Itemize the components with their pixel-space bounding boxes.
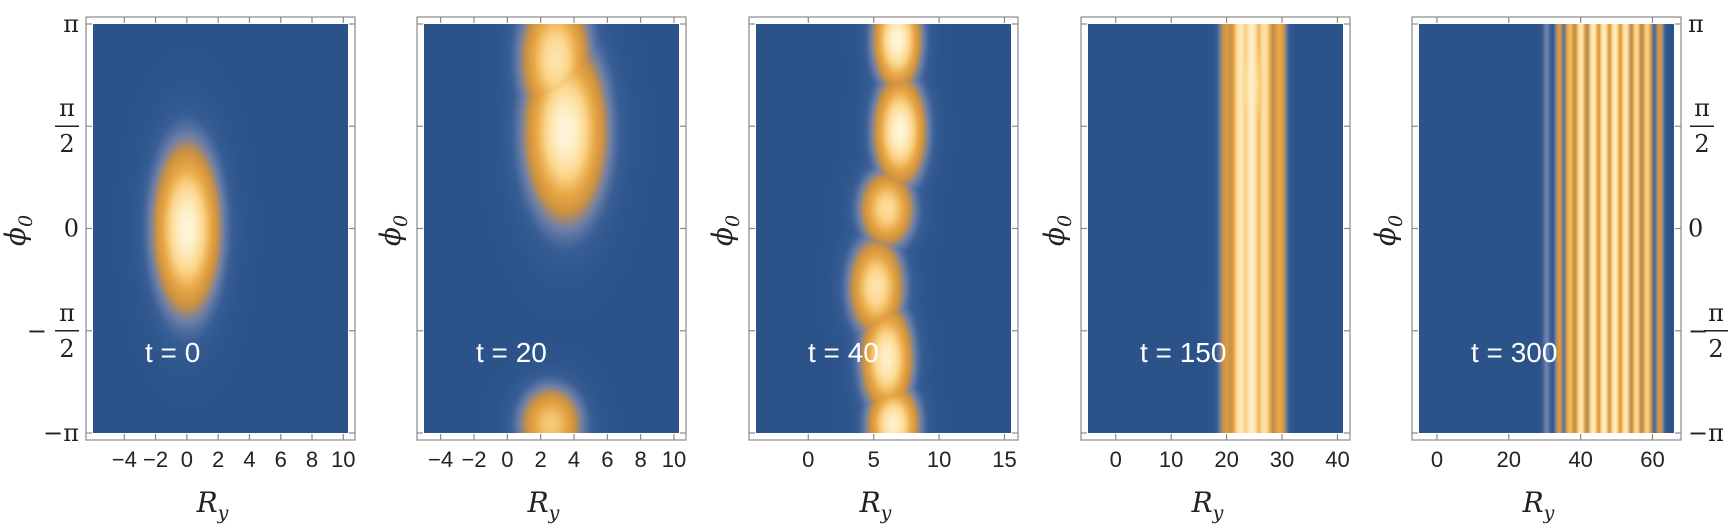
x-tick-label: 8	[635, 447, 647, 472]
y-axis-label: ϕ0	[706, 215, 744, 246]
heatmap-raster	[93, 24, 348, 433]
time-annotation: t = 40	[808, 337, 879, 368]
x-tick-label: 10	[662, 447, 686, 472]
x-tick-label: 60	[1640, 447, 1664, 472]
fraction-numerator: π	[1708, 299, 1724, 327]
panel-4: 0 10 20 30 40 Ry ϕ0 t = 150	[1038, 16, 1351, 524]
y-axis-label: ϕ0	[0, 215, 37, 246]
x-axis-label: Ry	[1191, 486, 1224, 524]
x-tick-label: −4	[112, 447, 137, 472]
fraction-denominator: 2	[1694, 130, 1709, 158]
time-annotation: t = 20	[476, 337, 547, 368]
time-annotation: t = 300	[1471, 337, 1557, 368]
heatmap-raster	[1088, 24, 1343, 433]
fraction-denominator: 2	[59, 335, 74, 363]
x-tick-label: 5	[868, 447, 880, 472]
time-annotation: t = 150	[1140, 337, 1226, 368]
y-tick-label: 0	[64, 215, 79, 243]
x-tick-label: 0	[181, 447, 193, 472]
y-axis-label: ϕ0	[1038, 215, 1076, 246]
y-tick-text: −π	[43, 419, 79, 447]
y-axis-label: ϕ0	[374, 215, 412, 246]
minus-sign: −	[27, 317, 47, 345]
y-tick-label: −π	[1688, 419, 1724, 447]
x-tick-label: 6	[275, 447, 287, 472]
x-tick-label: 6	[601, 447, 613, 472]
y-tick-label: π	[63, 10, 79, 38]
x-tick-label: 30	[1270, 447, 1294, 472]
y-tick-label: 0	[1688, 215, 1703, 243]
heatmap-raster	[1419, 24, 1674, 433]
x-tick-label: 2	[212, 447, 224, 472]
panel-3: 0 5 10 15 Ry ϕ0 t = 40	[706, 16, 1019, 524]
x-tick-label: 0	[802, 447, 814, 472]
x-tick-label: 40	[1325, 447, 1349, 472]
panel-2: −4 −2 0 2 4 6 8 10 Ry ϕ0 t = 20	[374, 16, 687, 524]
y-tick-label: −π 2	[27, 299, 79, 363]
x-tick-label: 4	[568, 447, 580, 472]
x-tick-label: 20	[1214, 447, 1238, 472]
x-tick-label: −2	[461, 447, 486, 472]
x-tick-label: 0	[1431, 447, 1443, 472]
x-tick-label: 10	[331, 447, 355, 472]
y-tick-label: −π	[43, 419, 79, 447]
y-tick-text: π	[1688, 10, 1704, 38]
y-tick-label: π2	[55, 94, 79, 158]
y-tick-label: π	[1688, 10, 1704, 38]
fraction-numerator: π	[59, 94, 75, 122]
y-tick-text: 0	[1688, 215, 1703, 243]
x-tick-label: 20	[1497, 447, 1521, 472]
y-axis-label: ϕ0	[1369, 215, 1407, 246]
y-tick-text: 0	[64, 215, 79, 243]
x-tick-label: −4	[428, 447, 453, 472]
minus-sign: −	[1688, 317, 1708, 345]
fraction-denominator: 2	[1708, 335, 1723, 363]
x-axis-label: Ry	[196, 486, 229, 524]
heatmap-raster	[756, 24, 1011, 433]
fraction-denominator: 2	[59, 130, 74, 158]
x-tick-label: 8	[306, 447, 318, 472]
x-tick-label: −2	[143, 447, 168, 472]
x-axis-label: Ry	[527, 486, 560, 524]
fraction-numerator: π	[1694, 94, 1710, 122]
fraction-numerator: π	[59, 299, 75, 327]
y-tick-label: π2	[1690, 94, 1714, 158]
x-axis-label: Ry	[859, 486, 892, 524]
x-tick-label: 15	[992, 447, 1016, 472]
x-tick-label: 2	[535, 447, 547, 472]
x-tick-label: 0	[1110, 447, 1122, 472]
x-tick-label: 0	[501, 447, 513, 472]
x-tick-label: 10	[1159, 447, 1183, 472]
x-tick-label: 10	[927, 447, 951, 472]
time-annotation: t = 0	[145, 337, 200, 368]
y-tick-text: −π	[1688, 419, 1724, 447]
heatmap-raster	[424, 24, 679, 433]
x-axis-label: Ry	[1522, 486, 1555, 524]
y-tick-label: −π 2	[1688, 299, 1728, 363]
x-tick-label: 40	[1568, 447, 1592, 472]
y-tick-text: π	[63, 10, 79, 38]
x-tick-label: 4	[243, 447, 255, 472]
